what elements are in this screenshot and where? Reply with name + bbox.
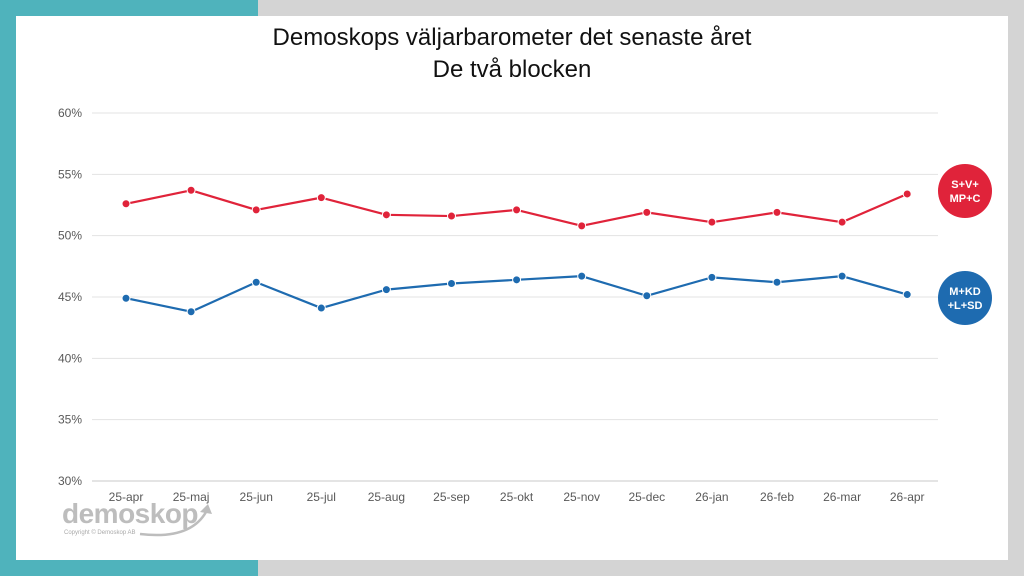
data-point	[837, 271, 847, 281]
data-point	[447, 279, 456, 289]
data-point	[381, 210, 391, 220]
data-point	[447, 211, 456, 221]
x-tick-label: 26-jan	[695, 490, 728, 504]
series-badge-label: M+KD	[949, 286, 981, 298]
y-tick-label: 55%	[58, 167, 82, 181]
data-point	[512, 275, 522, 285]
accent-bar-top	[0, 0, 258, 16]
x-tick-label: 26-mar	[823, 490, 861, 504]
data-point	[316, 193, 326, 203]
data-point	[707, 272, 717, 282]
data-point	[186, 307, 196, 317]
logo-arrow-icon	[139, 511, 208, 537]
data-point	[121, 293, 131, 303]
title-line-2: De två blocken	[432, 56, 592, 83]
data-point	[316, 303, 326, 313]
data-point	[642, 207, 652, 217]
x-tick-label: 26-apr	[890, 490, 925, 504]
data-point	[902, 189, 912, 199]
x-tick-label: 25-maj	[173, 490, 210, 504]
data-point	[577, 271, 587, 281]
x-tick-label: 25-dec	[628, 490, 665, 504]
demoskop-logo: demoskop Copyright © Demoskop AB	[62, 498, 199, 536]
data-point	[121, 199, 131, 209]
y-tick-label: 45%	[58, 290, 82, 304]
data-point	[772, 277, 782, 287]
y-tick-label: 40%	[58, 351, 82, 365]
series-badge-label: MP+C	[950, 193, 981, 205]
x-tick-label: 25-sep	[433, 490, 470, 504]
x-tick-label: 25-jul	[307, 490, 336, 504]
data-point	[186, 185, 196, 195]
series-badge-circle	[938, 164, 992, 218]
logo-copyright: Copyright © Demoskop AB	[64, 530, 136, 536]
x-tick-label: 26-feb	[760, 490, 794, 504]
data-point	[772, 207, 782, 217]
y-tick-label: 35%	[58, 413, 82, 427]
data-point	[512, 205, 522, 215]
title-line-1: Demoskops väljarbarometer det senaste år…	[272, 24, 752, 51]
x-tick-label: 25-nov	[563, 490, 600, 504]
logo-wordmark: demoskop	[62, 498, 199, 529]
x-tick-label: 25-apr	[109, 490, 144, 504]
data-point	[251, 205, 261, 215]
data-point	[902, 290, 912, 300]
accent-bar-bottom	[0, 560, 258, 576]
x-tick-label: 25-okt	[500, 490, 534, 504]
series-badge-circle	[938, 271, 992, 325]
series-badge-label: S+V+	[951, 179, 979, 191]
y-tick-label: 60%	[58, 106, 82, 120]
logo-arrowhead-icon	[200, 504, 212, 514]
chart-title: Demoskops väljarbarometer det senaste år…	[0, 22, 1024, 86]
x-tick-label: 25-jun	[240, 490, 273, 504]
data-point	[251, 277, 261, 287]
data-point	[642, 291, 652, 301]
accent-bar-left	[0, 0, 16, 576]
data-point	[381, 285, 391, 295]
y-tick-label: 30%	[58, 474, 82, 488]
series-badge-0: S+V+ MP+C	[938, 164, 992, 218]
x-tick-label: 25-aug	[368, 490, 405, 504]
slide-panel	[16, 16, 1008, 560]
series-badge-1: M+KD +L+SD	[938, 271, 992, 325]
data-point	[707, 217, 717, 227]
y-tick-label: 50%	[58, 229, 82, 243]
series-badge-label: +L+SD	[948, 300, 983, 312]
data-point	[837, 217, 847, 227]
data-point	[577, 221, 587, 231]
